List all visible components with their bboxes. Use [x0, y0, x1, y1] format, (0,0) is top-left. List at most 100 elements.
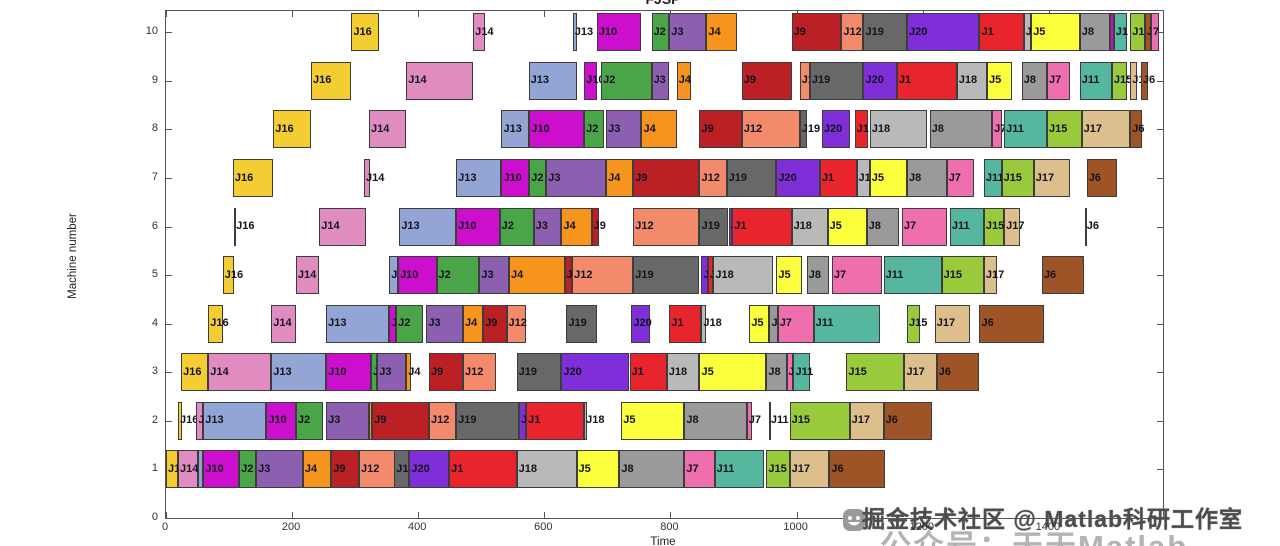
gantt-bar-label: J10: [503, 171, 522, 184]
gantt-bar: J19: [516, 353, 562, 392]
gantt-bar-label: J9: [485, 317, 498, 330]
x-tick-top: [544, 11, 546, 17]
gantt-bar-label: J1: [631, 365, 644, 378]
gantt-bar: J9: [633, 159, 700, 198]
gantt-bar-label: J13: [574, 25, 594, 38]
gantt-bar: J7: [1046, 61, 1070, 100]
gantt-bar: J7: [901, 207, 947, 246]
y-tick-right: [1157, 178, 1163, 180]
gantt-bar-label: J4: [511, 268, 524, 281]
y-tick-label: 10: [145, 25, 158, 38]
watermark-line2: 公众号：天天Matlab: [880, 521, 1188, 546]
gantt-bar: J18: [516, 450, 577, 489]
gantt-bar-label: J16: [353, 25, 372, 38]
gantt-bar: J17: [1033, 159, 1070, 198]
gantt-bar: J9: [331, 450, 359, 489]
gantt-bar: J20: [776, 159, 820, 198]
plot-area: J16 J14 J13 J10 J2 J3 J4 J9 J12 J19 J20 J1 J J5 J8 J1 J1…: [165, 10, 1164, 519]
gantt-bar-label: J15: [1048, 122, 1068, 135]
gantt-bar: J13: [399, 207, 457, 246]
gantt-bar: J3: [669, 13, 707, 52]
gantt-bar: J12: [572, 256, 634, 295]
gantt-bar-label: J12: [430, 414, 450, 427]
gantt-bar: J17: [934, 304, 971, 343]
gantt-bar-label: J6: [981, 317, 994, 330]
gantt-bar-label: J11: [770, 414, 789, 427]
gantt-bar-label: J7: [1048, 74, 1062, 87]
gantt-bar-label: J12: [843, 25, 862, 38]
gantt-bar: J14: [208, 353, 272, 392]
gantt-bar-label: J7: [903, 220, 917, 233]
gantt-bar-label: J1: [898, 74, 912, 87]
gantt-bar-label: J12: [508, 317, 527, 330]
gantt-bar: J13: [203, 401, 267, 440]
gantt-bar-label: J14: [297, 268, 317, 281]
gantt-bar: J4: [509, 256, 565, 295]
gantt-bar: J: [519, 401, 527, 440]
gantt-bar: J1: [166, 450, 180, 489]
gantt-bar-label: J10: [531, 122, 550, 135]
gantt-bar-label: J18: [871, 122, 891, 135]
y-tick-right: [1157, 80, 1163, 82]
gantt-bar: J14: [319, 207, 366, 246]
gantt-bar-label: J5: [989, 74, 1002, 87]
gantt-bar-label: J6: [1132, 122, 1145, 135]
gantt-bar: J20: [821, 110, 850, 149]
gantt-bar-label: J6: [938, 365, 951, 378]
x-tick-label: 800: [660, 521, 679, 533]
gantt-bar: J10: [398, 256, 437, 295]
gantt-bar: J12: [506, 304, 527, 343]
gantt-bar-label: J20: [778, 171, 797, 184]
gantt-bar-label: J18: [586, 414, 605, 427]
gantt-bar-label: J19: [701, 220, 720, 233]
gantt-bar: J8: [1079, 13, 1111, 52]
gantt-bar: J11: [949, 207, 984, 246]
gantt-bar-label: J17: [1035, 171, 1055, 184]
x-tick-label: 400: [408, 521, 427, 533]
gantt-bar-label: J5: [701, 365, 714, 378]
gantt-bar-label: J15: [1003, 171, 1022, 184]
gantt-bar: J6: [1086, 159, 1117, 198]
gantt-bar-label: J5: [829, 220, 842, 233]
gantt-bar-label: J8: [868, 220, 881, 233]
gantt-bar-label: J1: [821, 171, 835, 184]
gantt-bar: J5: [987, 61, 1012, 100]
gantt-bar: J7: [831, 256, 882, 295]
y-tick: [166, 32, 172, 34]
gantt-bar-label: J13: [530, 74, 549, 87]
gantt-bar: J8: [684, 401, 747, 440]
gantt-bar: J3: [256, 450, 303, 489]
gantt-bar: J14: [369, 110, 407, 149]
gantt-bar: J2: [295, 401, 324, 440]
gantt-bar-label: J10: [205, 462, 224, 475]
y-tick-label: 8: [151, 122, 158, 135]
gantt-bar: J12: [741, 110, 800, 149]
gantt-bar-label: J3: [548, 171, 561, 184]
x-tick-label: 1200: [909, 521, 934, 533]
gantt-bar: J10: [456, 207, 500, 246]
gantt-bar: J15: [1046, 110, 1082, 149]
gantt-bar: J7: [746, 401, 761, 440]
gantt-bar-label: J18: [958, 74, 978, 87]
gantt-bar-label: J4: [563, 220, 576, 233]
gantt-bar: J5: [621, 401, 685, 440]
gantt-bar-label: J3: [608, 122, 621, 135]
gantt-bar-label: J8: [931, 122, 944, 135]
gantt-bar-label: J5: [578, 462, 591, 475]
gantt-bar: J2: [499, 207, 534, 246]
gantt-bar: J13: [528, 61, 577, 100]
gantt-bar: J6: [1140, 61, 1155, 100]
gantt-bar: J9: [372, 401, 429, 440]
gantt-bar: [198, 450, 204, 489]
gantt-bar-label: J6: [1086, 220, 1100, 233]
gantt-bar: J9: [591, 207, 606, 246]
y-tick-label: 3: [151, 365, 158, 378]
gantt-bar-label: J6: [1088, 171, 1101, 184]
gantt-bar-label: J6: [1043, 268, 1057, 281]
y-tick: [166, 129, 172, 131]
gantt-bar: J: [389, 304, 397, 343]
gantt-bar-label: J19: [518, 365, 537, 378]
gantt-bar-label: J1: [528, 414, 541, 427]
gantt-bar-label: J1: [451, 462, 464, 475]
